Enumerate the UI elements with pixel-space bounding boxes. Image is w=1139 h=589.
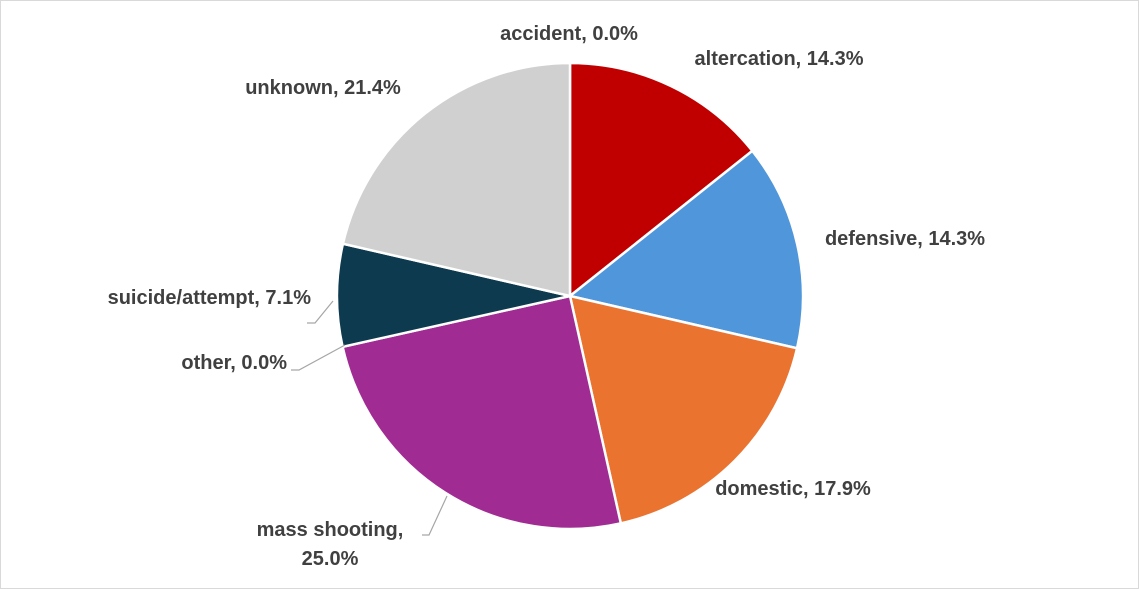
pie-slice-unknown — [341, 61, 572, 298]
data-label-accident: accident, 0.0% — [500, 23, 638, 45]
data-label-altercation: altercation, 14.3% — [695, 48, 864, 70]
data-label-unknown: unknown, 21.4% — [245, 77, 401, 99]
pie-slice-domestic — [568, 294, 799, 525]
leader-line-mass-shooting — [422, 495, 448, 536]
data-label-other: other, 0.0% — [181, 352, 287, 374]
pie-slice-suicide-attempt — [335, 242, 571, 349]
data-label-mass-shooting: mass shooting, 25.0% — [257, 519, 404, 570]
leader-line-suicide-attempt — [307, 300, 334, 324]
data-label-domestic: domestic, 17.9% — [715, 478, 871, 500]
pie-slice-defensive — [567, 149, 805, 350]
leader-line-other — [291, 344, 346, 371]
pie-slice-mass-shooting — [341, 294, 623, 531]
data-label-suicide-attempt: suicide/attempt, 7.1% — [108, 287, 312, 309]
pie-slice-altercation — [568, 61, 755, 299]
data-label-defensive: defensive, 14.3% — [825, 228, 985, 250]
